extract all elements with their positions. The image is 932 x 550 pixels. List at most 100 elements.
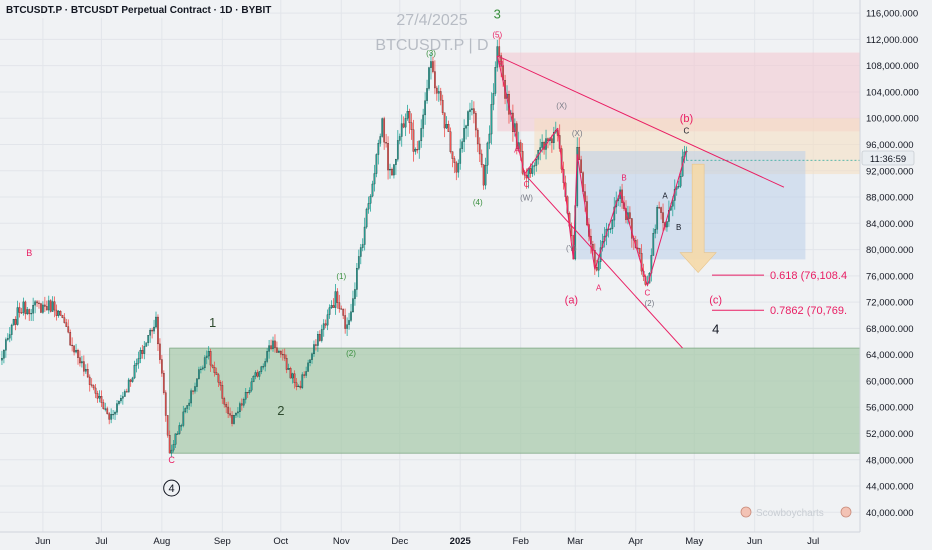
- candle-body: [416, 149, 419, 151]
- candle-body: [143, 346, 146, 354]
- candle-body: [264, 361, 267, 367]
- candle-body: [307, 362, 309, 372]
- candle-body: [279, 350, 282, 355]
- wave-label: (2): [644, 299, 654, 308]
- candle-body: [381, 118, 384, 137]
- candle-body: [677, 186, 680, 188]
- branding: Scowboycharts: [740, 506, 852, 519]
- candle-body: [287, 368, 290, 370]
- trendline: [594, 191, 621, 270]
- wave-label: 4: [712, 322, 719, 337]
- candle-body: [336, 291, 339, 303]
- candle-body: [434, 71, 436, 89]
- candle-body: [200, 368, 202, 370]
- candle-body: [65, 322, 68, 327]
- candle-body: [24, 301, 27, 315]
- candle-body: [328, 307, 331, 315]
- x-tick-label: Dec: [391, 536, 408, 547]
- candle-body: [424, 100, 426, 116]
- candle-body: [129, 379, 132, 382]
- candle-body: [570, 225, 573, 236]
- candle-body: [656, 207, 659, 230]
- candle-body: [168, 435, 171, 454]
- candle-body: [6, 337, 9, 340]
- candle-body: [198, 369, 200, 379]
- candle-body: [32, 304, 35, 314]
- candle-body: [391, 168, 393, 176]
- candle-body: [268, 345, 270, 352]
- wave-label: (2): [346, 349, 356, 358]
- wave-label: 3: [494, 6, 501, 21]
- candle-body: [346, 324, 348, 329]
- candle-body: [118, 400, 120, 404]
- candle-body: [484, 165, 487, 186]
- candle-body: [215, 372, 218, 375]
- wave-label: B: [621, 174, 626, 183]
- symbol-header: BTCUSDT.P · BTCUSDT Perpetual Contract ·…: [6, 5, 271, 16]
- candle-body: [10, 324, 13, 335]
- x-tick-label: Sep: [214, 536, 231, 547]
- watermark-symbol: BTCUSDT.P | D: [375, 37, 488, 54]
- time-axis[interactable]: [0, 532, 860, 550]
- candle-body: [170, 449, 173, 454]
- candle-body: [326, 314, 329, 326]
- candle-body: [266, 351, 269, 362]
- candle-body: [92, 385, 95, 389]
- candle-body: [278, 350, 280, 353]
- candle-body: [658, 207, 660, 209]
- candle-body: [100, 396, 103, 403]
- price-axis[interactable]: [860, 0, 932, 550]
- candle-body: [90, 384, 93, 386]
- candle-body: [671, 200, 674, 207]
- x-tick-label: Jul: [95, 536, 107, 547]
- candle-body: [474, 113, 477, 131]
- wave-label: (X): [556, 101, 567, 110]
- trendline: [646, 150, 687, 286]
- candle-body: [377, 143, 380, 155]
- candle-body: [437, 91, 440, 94]
- candle-body: [42, 304, 44, 313]
- x-tick-label: Oct: [273, 536, 288, 547]
- candle-body: [428, 67, 430, 89]
- candle-body: [400, 123, 403, 137]
- candle-body: [125, 391, 128, 393]
- candle-body: [679, 176, 682, 187]
- candle-body: [426, 88, 428, 101]
- candle-body: [580, 159, 582, 173]
- candle-body: [430, 61, 432, 68]
- candle-body: [420, 128, 423, 142]
- candle-body: [153, 326, 155, 332]
- candle-body: [246, 391, 249, 394]
- candle-body: [227, 406, 230, 414]
- candle-body: [127, 379, 130, 393]
- candle-body: [237, 411, 239, 414]
- candle-body: [636, 247, 639, 249]
- y-tick-label: 112,000.000: [866, 35, 918, 46]
- candle-body: [88, 376, 91, 385]
- candle-body: [28, 309, 31, 315]
- candle-body: [8, 334, 11, 339]
- candle-body: [352, 298, 354, 313]
- zone-support: [169, 347, 861, 454]
- x-tick-label: Mar: [567, 536, 583, 547]
- candle-body: [61, 314, 64, 318]
- candle-body: [203, 357, 206, 369]
- candle-body: [98, 396, 101, 399]
- candle-body: [3, 350, 5, 359]
- candle-body: [535, 158, 538, 166]
- candle-body: [365, 208, 368, 228]
- trendline: [524, 173, 683, 349]
- candle-body: [662, 212, 664, 223]
- candle-body: [285, 358, 288, 370]
- candle-body: [196, 378, 198, 387]
- time-axis-labels: Jun Jul Aug Sep Oct Nov Dec 2025 Feb Mar Apr May Jun…: [35, 536, 819, 547]
- candle-body: [449, 131, 452, 152]
- candle-body: [441, 99, 444, 113]
- candle-body: [147, 335, 150, 343]
- candle-body: [531, 165, 534, 174]
- candle-body: [250, 381, 253, 391]
- y-tick-label: 60,000.000: [866, 376, 914, 387]
- x-tick-label: Apr: [628, 536, 643, 547]
- wave-label: 1: [209, 315, 216, 330]
